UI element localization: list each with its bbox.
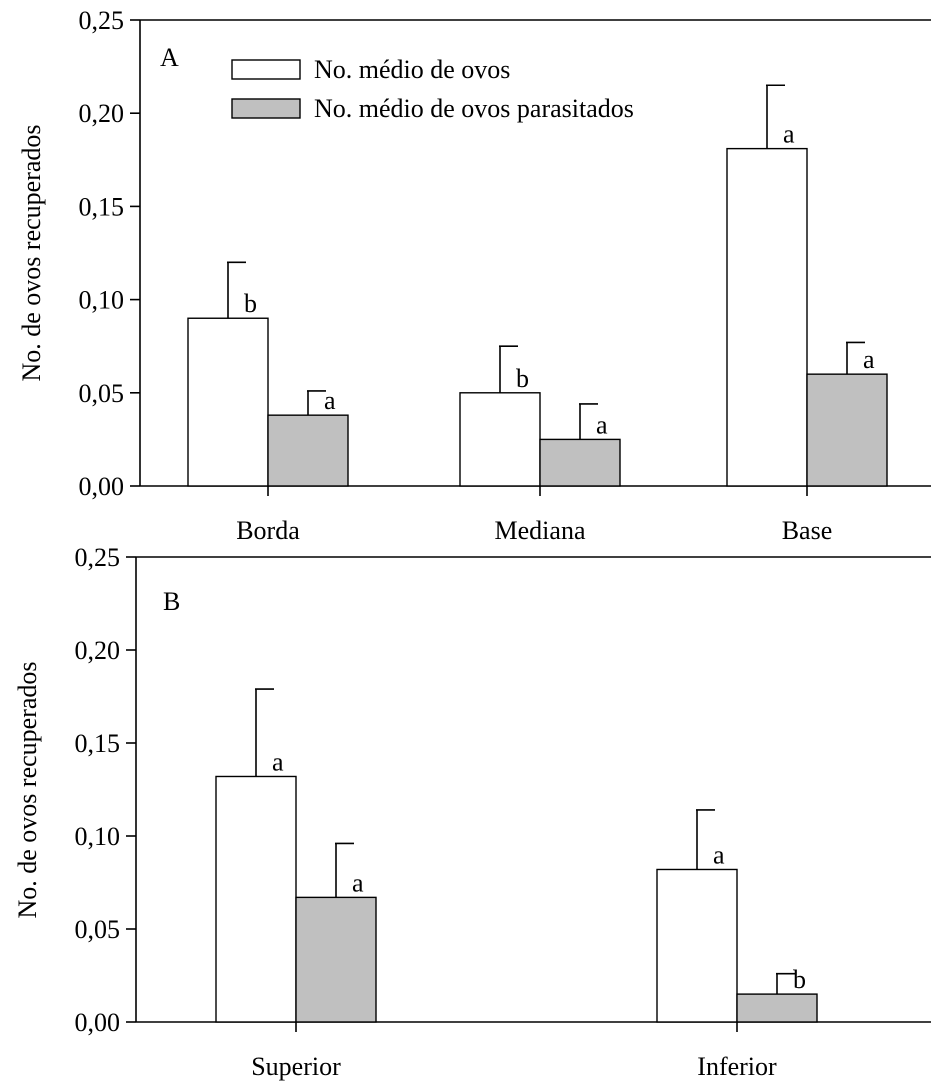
panel-a-y-ticks: 0,00 0,05 0,10 0,15 0,20 0,25 — [79, 6, 140, 501]
panel-a-y-tick-label: 0,15 — [79, 192, 125, 221]
panel-b-y-ticks: 0,00 0,05 0,10 0,15 0,20 0,25 — [75, 543, 136, 1037]
panel-a-bar-parasitized-eggs — [539, 438, 621, 487]
panel-b-letter: B — [163, 587, 180, 616]
panel-b-bar-parasitized-eggs — [295, 896, 377, 1023]
panel-b-y-tick-label: 0,15 — [75, 729, 121, 758]
panel-a-bars: b a b a a a — [187, 84, 888, 487]
panel-a-significance-label-parasitized-eggs: a — [596, 410, 608, 439]
panel-b-y-tick-label: 0,00 — [75, 1008, 121, 1037]
panel-b-category-label: Inferior — [697, 1052, 777, 1081]
panel-a-letter: A — [160, 43, 179, 72]
panel-a-y-tick-label: 0,20 — [79, 99, 125, 128]
panel-a-category-label: Borda — [236, 516, 300, 545]
panel-b-y-tick-label: 0,10 — [75, 822, 121, 851]
panel-b-significance-label-mean-eggs: a — [272, 747, 284, 776]
panel-a-y-tick-label: 0,10 — [79, 286, 125, 315]
legend: No. médio de ovos No. médio de ovos para… — [231, 55, 634, 123]
panel-a: A No. de ovos recuperados 0,000,050,100,… — [17, 6, 931, 545]
panel-a-y-tick-label: 0,00 — [79, 472, 125, 501]
panel-a-bar-mean-eggs — [726, 147, 808, 487]
panel-b-significance-label-mean-eggs: a — [713, 840, 725, 869]
panel-a-bar-mean-eggs — [459, 392, 541, 487]
panel-a-categories: Borda Mediana Base — [236, 486, 832, 545]
panel-a-category-label: Mediana — [495, 516, 586, 545]
panel-a-bar-parasitized-eggs — [267, 414, 349, 487]
panel-b-bar-mean-eggs — [656, 868, 738, 1023]
panel-a-y-axis-title: No. de ovos recuperados — [17, 124, 46, 381]
panel-b-y-axis-title: No. de ovos recuperados — [13, 661, 42, 918]
panel-a-y-tick-label: 0,25 — [79, 6, 125, 35]
panel-a-significance-label-mean-eggs: a — [783, 120, 795, 149]
panel-a-category-label: Base — [782, 516, 833, 545]
panel-b-bar-parasitized-eggs — [736, 993, 818, 1023]
panel-b-significance-label-parasitized-eggs: b — [793, 965, 806, 994]
panel-b-significance-label-parasitized-eggs: a — [352, 868, 364, 897]
panel-a-bar-mean-eggs — [187, 317, 269, 487]
panel-b: B No. de ovos recuperados 0,000,050,100,… — [13, 543, 931, 1081]
panel-a-significance-label-mean-eggs: b — [244, 289, 257, 318]
panel-a-significance-label-parasitized-eggs: a — [324, 386, 336, 415]
panel-a-y-tick-label: 0,05 — [79, 379, 125, 408]
legend-label-mean-eggs: No. médio de ovos — [314, 55, 510, 84]
panel-a-bar-parasitized-eggs — [806, 373, 888, 487]
panel-b-bars: a a a b — [215, 688, 818, 1023]
legend-label-parasitized-eggs: No. médio de ovos parasitados — [314, 94, 634, 123]
panel-b-category-label: Superior — [251, 1052, 341, 1081]
panel-b-bar-mean-eggs — [215, 775, 297, 1023]
legend-swatch-mean-eggs — [231, 59, 301, 80]
panel-b-categories: Superior Inferior — [251, 1022, 777, 1081]
panel-b-y-tick-label: 0,05 — [75, 915, 121, 944]
legend-swatch-parasitized-eggs — [231, 98, 301, 119]
panel-b-y-tick-label: 0,25 — [75, 543, 121, 572]
panel-a-significance-label-parasitized-eggs: a — [863, 345, 875, 374]
panel-b-y-tick-label: 0,20 — [75, 636, 121, 665]
panel-a-significance-label-mean-eggs: b — [516, 364, 529, 393]
